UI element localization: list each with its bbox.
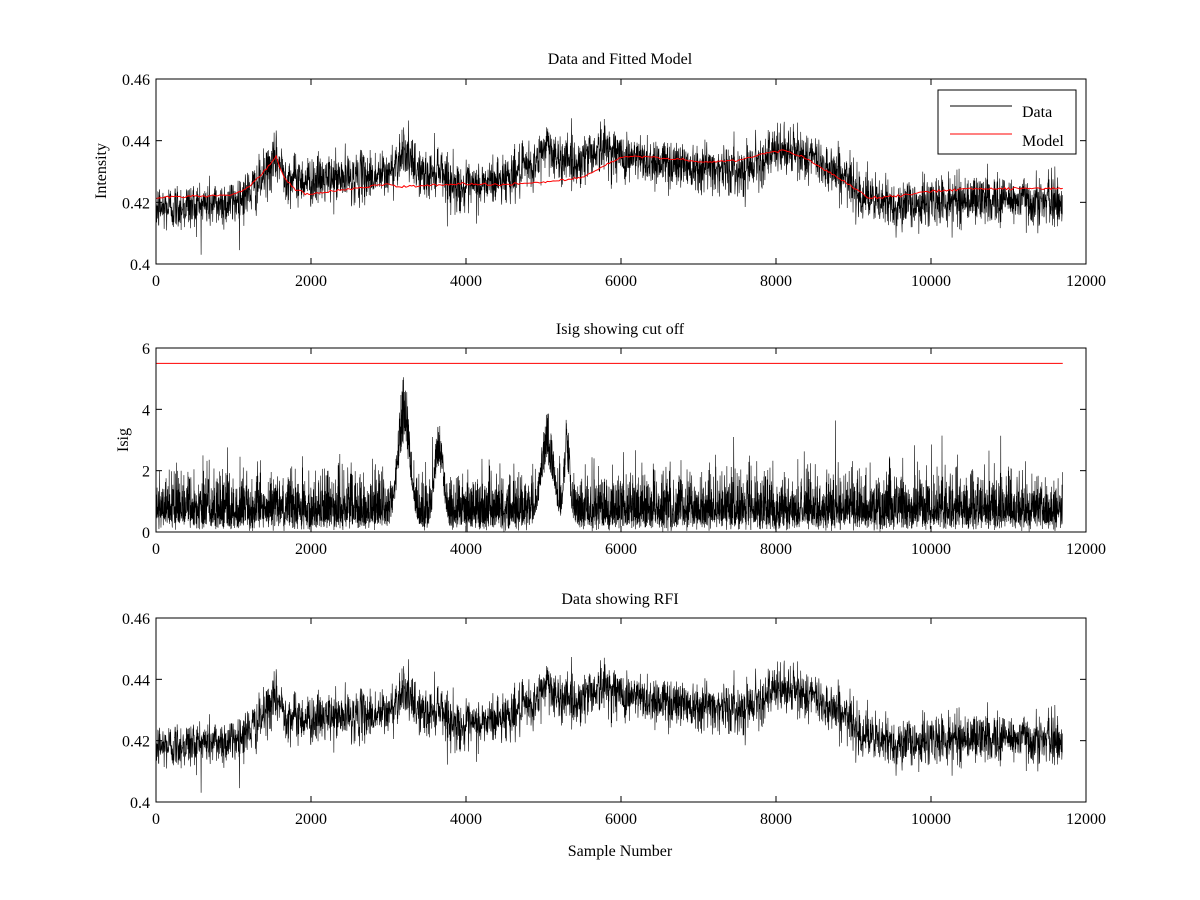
legend-entry-model: Model [1022,133,1064,150]
series-line-isig [155,377,1063,532]
x-tick-label: 2000 [295,811,327,828]
x-tick-label: 8000 [760,541,792,558]
tick-group: 0 2000 4000 6000 8000 10000 12000 0.4 0.42 0.44 0.… [122,72,1106,290]
y-tick-label: 6 [142,341,150,358]
panel-data-rfi: Data showing RFI 0 2000 4000 6000 8000 10000 1… [122,591,1106,860]
x-tick-label: 12000 [1066,541,1106,558]
y-tick-label: 0.42 [122,734,150,751]
x-tick-label: 0 [152,811,160,828]
x-tick-label: 12000 [1066,811,1106,828]
x-tick-label: 10000 [911,273,951,290]
y-tick-label: 0.4 [130,257,150,274]
y-tick-label: 0.44 [122,134,150,151]
tick-group: 0 2000 4000 6000 8000 10000 12000 0.4 0.42 0.44 0.… [122,611,1106,828]
plot-area [155,657,1063,793]
series-line-rfi [155,657,1063,793]
panel-isig: Isig showing cut off 0 2000 4000 6000 8000 10… [115,321,1106,558]
panel-title: Data showing RFI [561,591,678,608]
y-tick-label: 2 [142,464,150,481]
tick-group: 0 2000 4000 6000 8000 10000 12000 0 2 4 6 [142,341,1106,558]
x-tick-label: 0 [152,273,160,290]
y-tick-label: 0.46 [122,611,150,628]
x-tick-label: 8000 [760,273,792,290]
y-tick-label: 0.42 [122,195,150,212]
x-tick-label: 8000 [760,811,792,828]
x-tick-label: 12000 [1066,273,1106,290]
plot-area [155,118,1063,255]
series-line-model [155,149,1063,200]
y-tick-label: 0.46 [122,72,150,89]
series-line-data [155,118,1063,255]
x-axis-label: Sample Number [568,843,673,860]
y-axis-label: Intensity [93,143,110,199]
x-tick-label: 0 [152,541,160,558]
x-tick-label: 6000 [605,811,637,828]
x-tick-label: 6000 [605,541,637,558]
x-tick-label: 6000 [605,273,637,290]
x-tick-label: 4000 [450,273,482,290]
y-tick-label: 4 [142,402,150,419]
x-tick-label: 10000 [911,541,951,558]
y-tick-label: 0 [142,525,150,542]
x-tick-label: 4000 [450,541,482,558]
legend-entry-data: Data [1022,104,1052,121]
plot-area [155,362,1063,532]
y-tick-label: 0.4 [130,795,150,812]
panel-data-and-model: Data and Fitted Model 0 2000 4000 6000 8000 1… [93,51,1106,290]
panel-title: Data and Fitted Model [548,51,693,68]
y-tick-label: 0.44 [122,672,150,689]
legend: Data Model [937,89,1077,155]
legend-box [937,89,1077,155]
y-axis-label: Isig [115,428,132,452]
x-tick-label: 2000 [295,273,327,290]
x-tick-label: 2000 [295,541,327,558]
x-tick-label: 4000 [450,811,482,828]
panel-title: Isig showing cut off [556,321,685,338]
x-tick-label: 10000 [911,811,951,828]
